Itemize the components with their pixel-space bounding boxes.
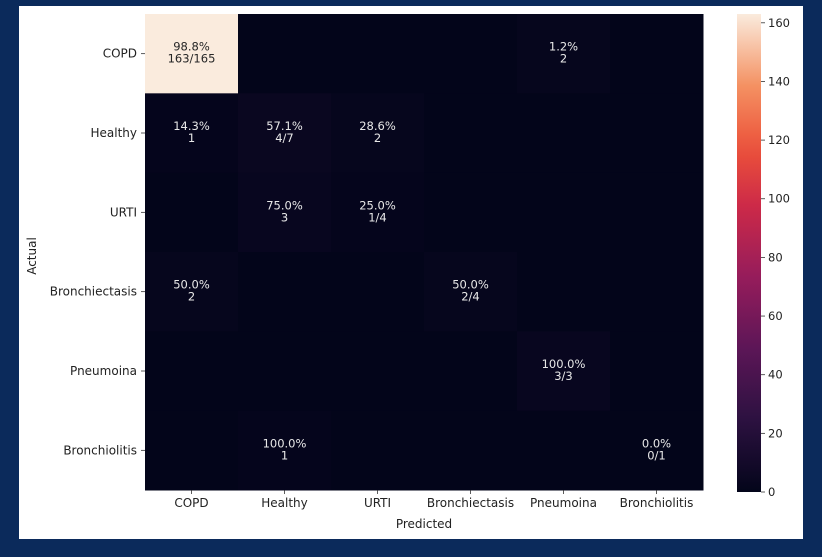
cell-annotation: 4/7: [275, 131, 294, 145]
cell-annotation: 2: [188, 290, 195, 304]
heatmap-cell: [145, 252, 239, 332]
heatmap-cell: [238, 410, 332, 491]
colorbar-tick-label: 40: [768, 368, 783, 382]
heatmap-cell: [331, 14, 425, 94]
colorbar-tick-label: 60: [768, 309, 783, 323]
cell-annotations: 98.8%163/1651.2%214.3%157.1%4/728.6%275.…: [168, 40, 672, 463]
cell-annotation: 75.0%: [266, 198, 303, 212]
heatmap-cell: [517, 172, 611, 253]
heatmap-cell: [331, 93, 425, 174]
heatmap-cell: [145, 172, 239, 253]
heatmap-cell: [238, 331, 332, 412]
x-tick-label: Bronchiectasis: [427, 496, 514, 510]
heatmap-cell: [145, 410, 239, 491]
heatmap-cell: [424, 410, 518, 491]
heatmap-cell: [331, 172, 425, 253]
x-tick-label: Pneumoina: [530, 496, 597, 510]
cell-annotation: 100.0%: [263, 436, 307, 450]
cell-annotation: 98.8%: [173, 40, 210, 54]
y-tick-label: Healthy: [90, 126, 137, 140]
colorbar: [737, 14, 761, 492]
x-tick-label: URTI: [364, 496, 391, 510]
heatmap-cell: [424, 252, 518, 332]
y-tick-label: Bronchiolitis: [63, 443, 137, 457]
cell-annotation: 0/1: [647, 448, 666, 462]
cell-annotation: 1/4: [368, 210, 387, 224]
heatmap-cell: [610, 172, 704, 253]
cell-annotation: 3/3: [554, 369, 573, 383]
heatmap-cell: [145, 331, 239, 412]
colorbar-tick-label: 120: [768, 133, 790, 147]
heatmap-cell: [238, 252, 332, 332]
heatmap-cell: [424, 93, 518, 174]
heatmap-cells: [145, 14, 704, 491]
colorbar-tick-label: 160: [768, 16, 790, 30]
cell-annotation: 2: [374, 131, 381, 145]
heatmap-cell: [424, 172, 518, 253]
cell-annotation: 3: [281, 210, 288, 224]
x-axis-label: Predicted: [396, 517, 452, 531]
heatmap-cell: [331, 410, 425, 491]
heatmap-cell: [517, 331, 611, 412]
cell-annotation: 1: [188, 131, 195, 145]
confusion-matrix-chart: 98.8%163/1651.2%214.3%157.1%4/728.6%275.…: [25, 14, 790, 531]
x-tick-label: Bronchiolitis: [620, 496, 694, 510]
heatmap-cell: [610, 93, 704, 174]
heatmap-cell: [517, 93, 611, 174]
heatmap-cell: [238, 93, 332, 174]
cell-annotation: 1.2%: [549, 40, 578, 54]
cell-annotation: 28.6%: [359, 119, 396, 133]
figure: 98.8% 163/165 1.2% 2 14.3% 1 57.1% 4/7 28.6% 2 75.…: [19, 6, 803, 539]
cell-annotation: 1: [281, 448, 288, 462]
y-axis-ticks: COPD Healthy URTI Bronchiectasis Pneumoina Br…: [50, 47, 145, 457]
cell-annotation: 2/4: [461, 290, 480, 304]
y-axis-label: Actual: [25, 237, 39, 275]
x-tick-label: Healthy: [261, 496, 308, 510]
y-tick-label: URTI: [110, 205, 137, 219]
heatmap-cell: [610, 410, 704, 491]
colorbar-ticks: 0 20 40 60 80 100 120 140 160: [761, 16, 790, 499]
heatmap-cell: [331, 252, 425, 332]
colorbar-tick-label: 140: [768, 74, 790, 88]
cell-annotation: 50.0%: [173, 278, 210, 292]
cell-annotation: 0.0%: [642, 436, 671, 450]
cell-annotation: 163/165: [168, 52, 216, 66]
heatmap-cell: [517, 410, 611, 491]
y-tick-label: Pneumoina: [70, 364, 137, 378]
colorbar-tick-label: 100: [768, 192, 790, 206]
heatmap-cell: [610, 331, 704, 412]
cell-annotation: 2: [560, 52, 567, 66]
heatmap-cell: [517, 14, 611, 94]
y-tick-label: Bronchiectasis: [50, 285, 137, 299]
heatmap-cell: [238, 14, 332, 94]
colorbar-tick-label: 0: [768, 485, 775, 499]
heatmap-cell: [145, 14, 239, 94]
cell-annotation: 57.1%: [266, 119, 303, 133]
y-tick-label: COPD: [103, 47, 137, 61]
x-axis-ticks: COPD Healthy URTI Bronchiectasis Pneumoina Br…: [174, 490, 693, 510]
x-tick-label: COPD: [174, 496, 208, 510]
heatmap-cell: [610, 14, 704, 94]
cell-annotation: 14.3%: [173, 119, 210, 133]
heatmap-cell: [517, 252, 611, 332]
heatmap-cell: [145, 93, 239, 174]
colorbar-tick-label: 80: [768, 250, 783, 264]
heatmap-cell: [424, 14, 518, 94]
heatmap-cell: [331, 331, 425, 412]
cell-annotation: 100.0%: [542, 357, 586, 371]
cell-annotation: 50.0%: [452, 278, 489, 292]
heatmap-cell: [238, 172, 332, 253]
heatmap-cell: [424, 331, 518, 412]
heatmap-cell: [610, 252, 704, 332]
colorbar-tick-label: 20: [768, 426, 783, 440]
cell-annotation: 25.0%: [359, 198, 396, 212]
